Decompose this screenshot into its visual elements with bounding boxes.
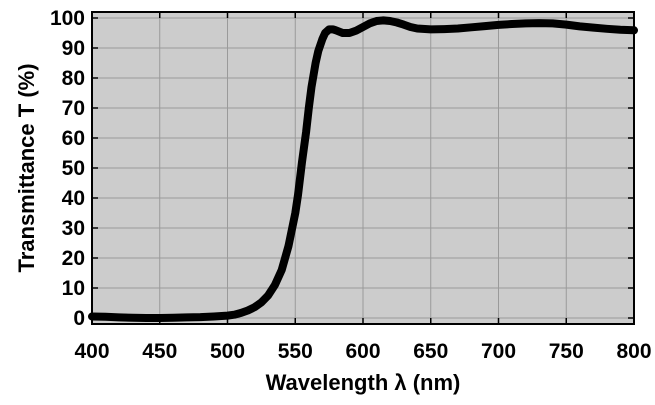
y-tick-label: 40 (62, 187, 85, 210)
y-tick-label: 0 (73, 307, 85, 330)
y-tick-label: 70 (62, 97, 85, 120)
y-axis-label: Transmittance T (%) (14, 63, 39, 272)
x-tick-label: 500 (210, 340, 245, 363)
x-tick-label: 700 (481, 340, 516, 363)
x-tick-label: 400 (74, 340, 109, 363)
x-tick-label: 750 (549, 340, 584, 363)
y-tick-label: 50 (62, 157, 85, 180)
y-tick-label: 90 (62, 37, 85, 60)
plot-frame (91, 11, 635, 325)
y-tick-label: 80 (62, 67, 85, 90)
x-tick-label: 450 (142, 340, 177, 363)
series-layer (88, 16, 638, 322)
y-tick-labels: 0 10 20 30 40 50 60 70 80 90 100 (50, 7, 85, 330)
x-tick-label: 650 (413, 340, 448, 363)
y-tick-label: 60 (62, 127, 85, 150)
y-tick-label: 100 (50, 7, 85, 30)
y-tick-label: 10 (62, 277, 85, 300)
x-tick-label: 550 (278, 340, 313, 363)
y-tick-label: 20 (62, 247, 85, 270)
x-tick-label: 600 (345, 340, 380, 363)
x-tick-label: 800 (616, 340, 651, 363)
transmittance-curve (88, 16, 638, 322)
x-tick-labels: 400 450 500 550 600 650 700 750 800 (74, 340, 651, 363)
y-tick-label: 30 (62, 217, 85, 240)
x-axis-label: Wavelength λ (nm) (266, 370, 461, 395)
